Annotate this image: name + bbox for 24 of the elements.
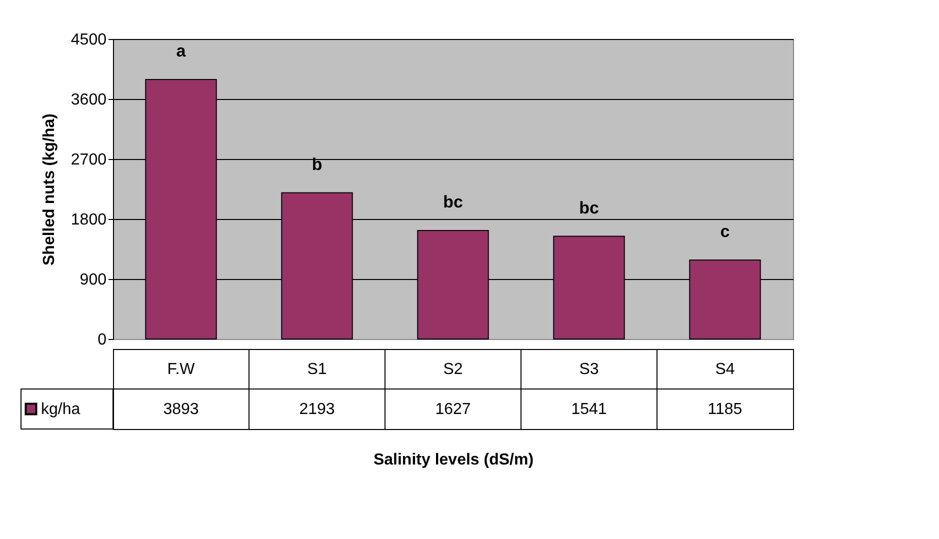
y-tick-label: 2700 [70, 152, 107, 168]
y-tick-label: 0 [98, 332, 107, 348]
data-label: 1185 [708, 401, 742, 418]
x-tick-label: F.W [167, 361, 196, 378]
annotation: b [312, 154, 322, 174]
annotation: a [176, 41, 186, 60]
data-label: 1627 [435, 401, 471, 418]
data-label: 2193 [299, 401, 335, 418]
x-tick-label: S1 [307, 361, 327, 378]
y-tick-label: 3600 [70, 92, 107, 108]
legend-label: kg/ha [41, 401, 80, 418]
y-tick-label: 900 [80, 272, 107, 288]
annotation: bc [443, 192, 463, 212]
x-tick-label: S3 [579, 361, 599, 378]
y-tick-label: 1800 [70, 212, 107, 228]
x-tick-label: S2 [443, 361, 463, 378]
annotation: c [720, 222, 730, 241]
y-axis-title: Shelled nuts (kg/ha) [40, 113, 58, 266]
data-label: 3893 [163, 401, 199, 418]
annotation: bc [579, 198, 599, 218]
data-label: 1541 [571, 401, 607, 418]
y-tick-label: 4500 [70, 32, 107, 48]
x-tick-label: S4 [715, 361, 735, 378]
x-axis-title: Salinity levels (dS/m) [373, 452, 534, 468]
